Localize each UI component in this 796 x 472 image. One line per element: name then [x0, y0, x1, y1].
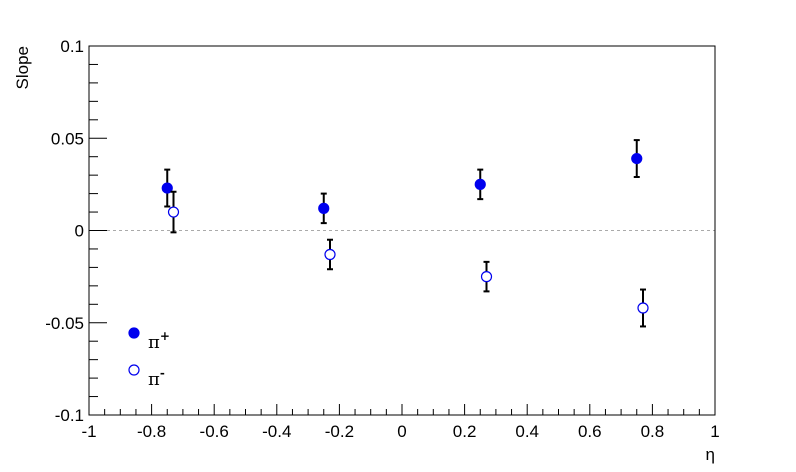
x-axis-title: η: [706, 445, 715, 464]
x-tick-label: -0.4: [262, 422, 291, 441]
x-tick-label: 0.2: [453, 422, 477, 441]
legend-label-base: π: [148, 369, 160, 390]
data-point: [474, 178, 486, 190]
y-tick-label: 0.05: [51, 129, 84, 148]
legend-label-superscript: -: [160, 366, 165, 380]
y-tick-label: 0.1: [60, 37, 84, 56]
legend-marker: [128, 327, 140, 339]
plot-frame: [88, 45, 716, 416]
x-tick-label: 1: [710, 422, 719, 441]
data-point: [318, 202, 330, 214]
data-point: [480, 271, 493, 283]
axis-ticks: [88, 45, 716, 416]
legend-marker: [128, 364, 140, 376]
legend-label: π+: [148, 329, 170, 353]
x-tick-label: 0.4: [515, 422, 539, 441]
x-tick-label: -0.2: [325, 422, 354, 441]
y-tick-label: 0: [75, 222, 84, 241]
data-point: [167, 206, 180, 218]
legend-label-base: π: [148, 332, 160, 353]
y-tick-label: -0.05: [45, 314, 84, 333]
legend: π+π-: [128, 327, 170, 390]
legend-label-superscript: +: [160, 329, 170, 343]
x-tick-label: 0.6: [578, 422, 602, 441]
legend-label: π-: [148, 366, 165, 390]
data-series: [161, 139, 649, 328]
series-pi-plus: [161, 139, 643, 225]
data-point: [324, 248, 336, 261]
y-tick-label: -0.1: [55, 406, 84, 425]
y-axis-title: Slope: [13, 46, 32, 89]
data-point: [161, 182, 173, 194]
series-pi-minus: [167, 190, 649, 328]
x-tick-label: -1: [81, 422, 96, 441]
data-point: [631, 152, 643, 165]
x-tick-label: 0.8: [641, 422, 665, 441]
x-tick-label: 0: [397, 422, 406, 441]
tick-labels: -1 -0.8 -0.6 -0.4 -0.2 0 0.2 0.4 0.6 0.8 1-0.1-0.0…: [45, 37, 719, 441]
x-tick-label: -0.8: [137, 422, 166, 441]
x-tick-label: -0.6: [200, 422, 229, 441]
data-point: [637, 302, 649, 314]
